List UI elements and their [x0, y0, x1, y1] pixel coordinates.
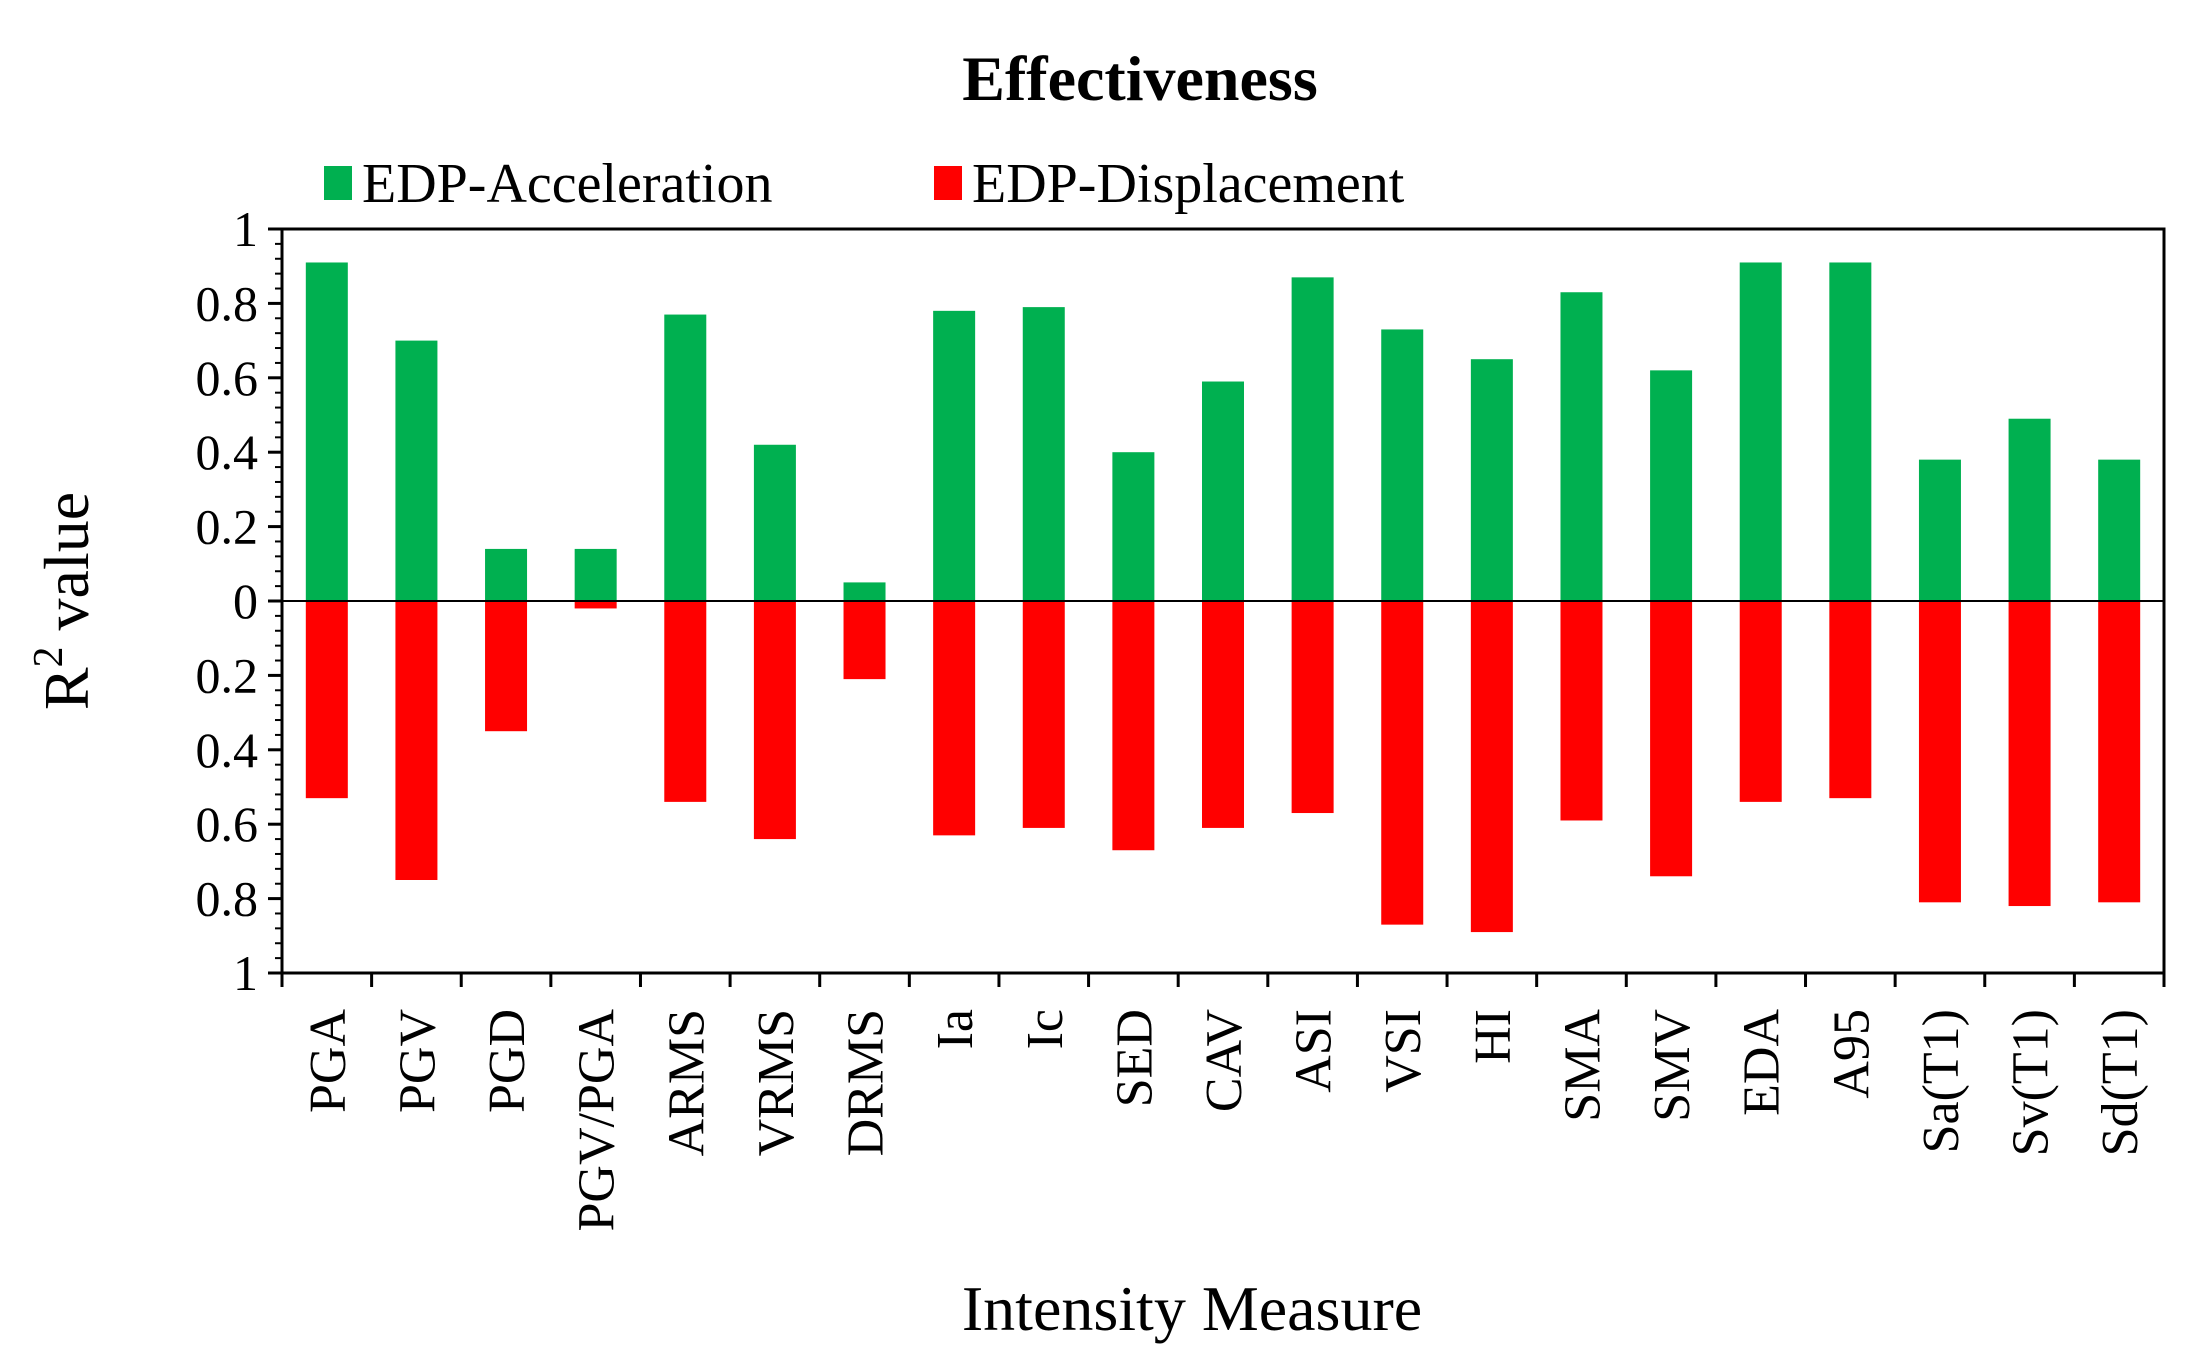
- x-tick-label-sd-t1-: Sd(T1): [2092, 1009, 2149, 1156]
- y-axis-title-suffix: value: [31, 492, 102, 647]
- y-tick-label: 0: [233, 573, 258, 629]
- bar-displacement-sa-t1-: [1918, 601, 1961, 903]
- bar-displacement-ic: [1022, 601, 1065, 828]
- bar-acceleration-eda: [1739, 262, 1782, 601]
- bar-displacement-a95: [1829, 601, 1872, 799]
- bar-displacement-smv: [1650, 601, 1693, 877]
- bar-acceleration-smv: [1650, 370, 1693, 601]
- x-tick-label-hi: HI: [1465, 1009, 1522, 1064]
- bar-acceleration-a95: [1829, 262, 1872, 601]
- x-tick-label-sed: SED: [1106, 1009, 1163, 1107]
- y-tick-label: 0.8: [196, 275, 259, 331]
- bar-displacement-vsi: [1381, 601, 1424, 925]
- bar-acceleration-vrms: [753, 444, 796, 601]
- x-tick-label-ia: Ia: [927, 1009, 984, 1049]
- y-tick-label: 1: [233, 201, 258, 257]
- legend-swatch-edp-displacement: [934, 166, 962, 200]
- x-tick-label-smv: SMV: [1644, 1009, 1701, 1122]
- legend: EDP-Acceleration EDP-Displacement: [324, 153, 1405, 215]
- x-tick-label-pgv-pga: PGV/PGA: [569, 1009, 626, 1232]
- bar-displacement-hi: [1470, 601, 1513, 933]
- x-tick-label-sa-t1-: Sa(T1): [1913, 1009, 1970, 1153]
- bar-displacement-sd-t1-: [2098, 601, 2141, 903]
- bar-displacement-sed: [1112, 601, 1155, 851]
- x-tick-label-vsi: VSI: [1375, 1009, 1432, 1093]
- bar-displacement-sma: [1560, 601, 1603, 821]
- x-axis: PGA PGV PGD PGV/PGA ARMS VRMS DRMS Ia Ic SED CAV AS…: [280, 973, 2166, 1232]
- x-tick-label-pga: PGA: [300, 1009, 357, 1113]
- y-axis: 1 0.8 0.6 0.4 0.2 0 0.2 0.4 0.6 0.8 1: [196, 201, 282, 1001]
- y-tick-label: 0.2: [196, 499, 259, 555]
- x-tick-label-arms: ARMS: [658, 1009, 715, 1156]
- y-tick-label: 1: [233, 945, 258, 1001]
- bar-acceleration-sd-t1-: [2098, 459, 2141, 601]
- bar-acceleration-ic: [1022, 307, 1065, 601]
- bar-acceleration-vsi: [1381, 329, 1424, 601]
- bar-acceleration-asi: [1291, 277, 1334, 601]
- bar-displacement-arms: [664, 601, 707, 802]
- x-tick-label-asi: ASI: [1286, 1009, 1343, 1093]
- bar-acceleration-sa-t1-: [1918, 459, 1961, 601]
- x-tick-label-sv-t1-: Sv(T1): [2003, 1009, 2060, 1156]
- x-tick-label-vrms: VRMS: [748, 1009, 805, 1156]
- legend-label-edp-displacement: EDP-Displacement: [972, 153, 1405, 215]
- y-tick-label: 0.6: [196, 350, 259, 406]
- chart-title: Effectiveness: [962, 43, 1317, 114]
- bar-displacement-ia: [933, 601, 976, 836]
- bar-acceleration-pgv-pga: [574, 548, 617, 601]
- bar-displacement-pgv-pga: [574, 601, 617, 609]
- y-tick-label: 0.6: [196, 796, 259, 852]
- y-axis-title-prefix: R: [31, 667, 102, 710]
- x-axis-title: Intensity Measure: [962, 1273, 1422, 1344]
- bar-displacement-pgd: [485, 601, 528, 732]
- x-tick-label-pgd: PGD: [479, 1009, 536, 1113]
- legend-label-edp-acceleration: EDP-Acceleration: [362, 153, 772, 215]
- legend-swatch-edp-acceleration: [324, 166, 352, 200]
- y-axis-title-sup: 2: [26, 646, 72, 667]
- bars-group: [305, 262, 2141, 933]
- x-tick-label-eda: EDA: [1734, 1009, 1791, 1116]
- x-tick-label-sma: SMA: [1554, 1009, 1611, 1122]
- bar-displacement-sv-t1-: [2008, 601, 2051, 907]
- x-tick-label-cav: CAV: [1196, 1009, 1253, 1112]
- y-axis-title: R2 value: [26, 492, 102, 710]
- bar-displacement-drms: [843, 601, 886, 680]
- bar-acceleration-sma: [1560, 292, 1603, 601]
- bar-acceleration-arms: [664, 314, 707, 601]
- bar-displacement-asi: [1291, 601, 1334, 814]
- bar-acceleration-sed: [1112, 452, 1155, 601]
- bar-acceleration-cav: [1202, 381, 1244, 601]
- bar-displacement-vrms: [753, 601, 796, 840]
- x-tick-label-drms: DRMS: [838, 1009, 895, 1156]
- bar-acceleration-ia: [933, 310, 976, 601]
- y-tick-label: 0.2: [196, 647, 259, 703]
- y-tick-label: 0.4: [196, 424, 259, 480]
- bar-displacement-eda: [1739, 601, 1782, 802]
- bar-acceleration-drms: [843, 582, 886, 601]
- bar-displacement-pgv: [395, 601, 438, 880]
- x-tick-label-ic: Ic: [1017, 1009, 1074, 1049]
- y-tick-label: 0.4: [196, 722, 259, 778]
- bar-acceleration-pgd: [485, 548, 528, 601]
- y-tick-label: 0.8: [196, 871, 259, 927]
- bar-acceleration-sv-t1-: [2008, 418, 2051, 601]
- bar-displacement-cav: [1202, 601, 1244, 828]
- bar-acceleration-pga: [305, 262, 348, 601]
- bar-acceleration-pgv: [395, 340, 438, 601]
- bar-displacement-pga: [305, 601, 348, 799]
- bar-acceleration-hi: [1470, 359, 1513, 601]
- x-tick-label-pgv: PGV: [389, 1009, 446, 1113]
- x-tick-label-a95: A95: [1823, 1009, 1880, 1099]
